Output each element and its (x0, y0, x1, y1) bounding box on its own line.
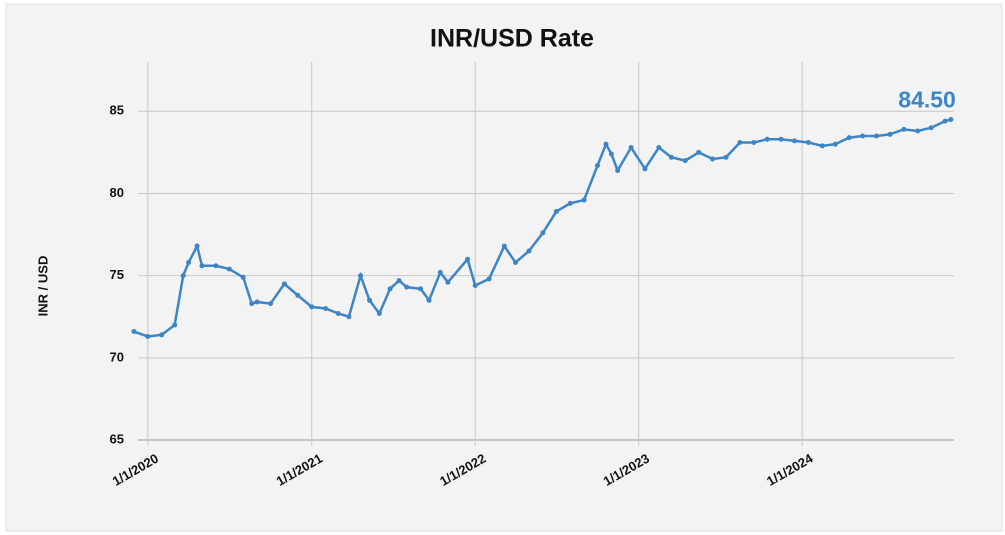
point (874, 133, 880, 139)
point (226, 266, 232, 272)
point (501, 243, 507, 249)
point (553, 209, 559, 215)
y-tick-label: 65 (110, 431, 124, 446)
point (581, 197, 587, 203)
point (901, 126, 907, 132)
point (603, 141, 609, 147)
point (194, 243, 200, 249)
y-tick-label: 80 (110, 185, 124, 200)
point (387, 286, 393, 292)
point (942, 118, 948, 124)
point (764, 136, 770, 142)
point (860, 133, 866, 139)
point (131, 329, 137, 335)
point (445, 279, 451, 285)
point (159, 332, 165, 338)
y-tick-label: 70 (110, 349, 124, 364)
point (249, 301, 255, 307)
point (846, 135, 852, 141)
point (180, 273, 186, 279)
point (805, 140, 811, 146)
point (567, 200, 573, 206)
point (540, 230, 546, 236)
point (642, 166, 648, 172)
point (723, 154, 729, 160)
y-axis-label: INR / USD (35, 256, 50, 317)
point (465, 256, 471, 262)
point (418, 286, 424, 292)
point (376, 310, 382, 316)
point (819, 143, 825, 149)
point (751, 140, 757, 146)
point (737, 140, 743, 146)
point (240, 274, 246, 280)
point (254, 299, 260, 305)
point (778, 136, 784, 142)
value-label: 84.50 (898, 87, 956, 113)
point (948, 117, 954, 123)
point (696, 149, 702, 155)
point (281, 281, 287, 287)
point (358, 273, 364, 279)
point (335, 310, 341, 316)
y-tick-label: 85 (110, 103, 124, 118)
point (628, 144, 634, 150)
point (526, 248, 532, 254)
point (513, 260, 519, 266)
point (710, 156, 716, 162)
point (309, 304, 315, 310)
point (887, 131, 893, 137)
point (472, 283, 478, 289)
point (396, 278, 402, 284)
background (5, 3, 1003, 532)
point (594, 163, 600, 169)
point (323, 306, 329, 312)
point (426, 297, 432, 303)
point (367, 297, 373, 303)
point (656, 144, 662, 150)
point (928, 125, 934, 131)
point (346, 314, 352, 320)
point (915, 128, 921, 134)
point (608, 151, 614, 157)
point (792, 138, 798, 144)
point (295, 292, 301, 298)
point (145, 333, 151, 339)
y-tick-label: 75 (110, 267, 124, 282)
point (172, 322, 178, 328)
point (404, 284, 410, 290)
point (486, 276, 492, 282)
point (437, 269, 443, 275)
chart-title: INR/USD Rate (430, 25, 594, 53)
point (199, 263, 205, 269)
point (615, 167, 621, 173)
point (668, 154, 674, 160)
point (832, 141, 838, 147)
point (682, 158, 688, 164)
point (268, 301, 274, 307)
point (186, 260, 192, 266)
point (213, 263, 219, 269)
